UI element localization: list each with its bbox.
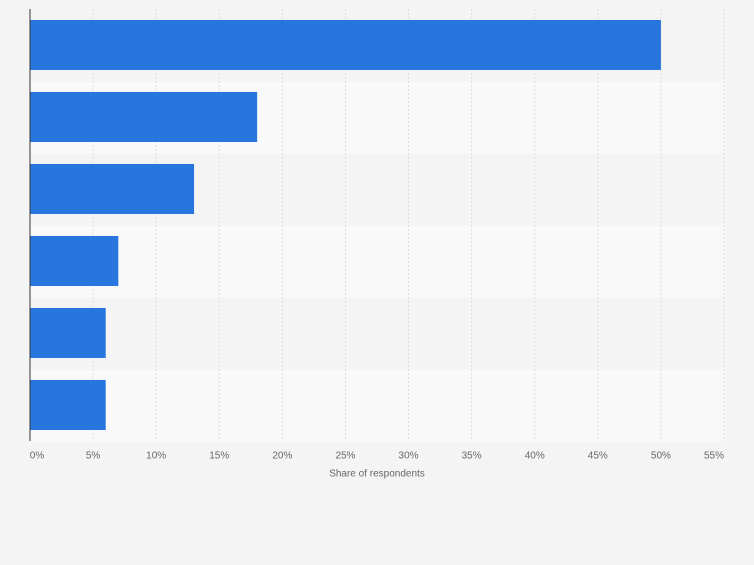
bar bbox=[30, 92, 258, 142]
row-band bbox=[30, 297, 726, 369]
x-tick-label: 20% bbox=[272, 451, 292, 462]
x-tick-label: 0% bbox=[30, 451, 45, 462]
x-axis-label: Share of respondents bbox=[329, 469, 425, 480]
x-tick-label: 5% bbox=[86, 451, 101, 462]
x-tick-label: 50% bbox=[651, 451, 671, 462]
bar bbox=[30, 236, 119, 286]
x-tick-label: 40% bbox=[525, 451, 545, 462]
bar bbox=[30, 308, 106, 358]
x-tick-label: 15% bbox=[209, 451, 229, 462]
bar bbox=[30, 380, 106, 430]
x-tick-label: 35% bbox=[462, 451, 482, 462]
x-tick-label: 30% bbox=[399, 451, 419, 462]
bar bbox=[30, 20, 661, 70]
row-bands bbox=[30, 9, 726, 441]
row-band bbox=[30, 369, 726, 441]
x-tick-label: 10% bbox=[146, 451, 166, 462]
x-tick-label: 45% bbox=[588, 451, 608, 462]
x-tick-label: 55% bbox=[704, 451, 724, 462]
row-band bbox=[30, 225, 726, 297]
x-tick-label: 25% bbox=[335, 451, 355, 462]
bar bbox=[30, 164, 195, 214]
